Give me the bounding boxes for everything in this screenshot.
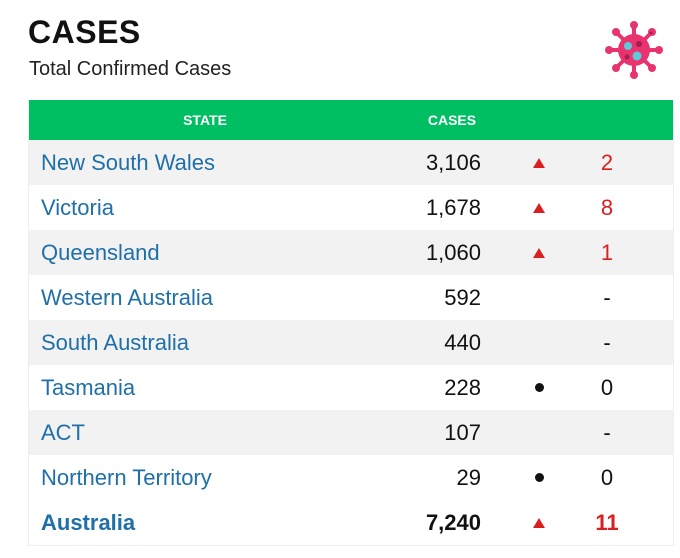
state-link[interactable]: Northern Territory — [41, 465, 212, 490]
change-value: 0 — [600, 375, 614, 400]
trend-indicator — [529, 320, 549, 365]
cases-value: 228 — [444, 375, 481, 400]
cases-value: 1,678 — [425, 195, 481, 220]
change-value: 1 — [600, 240, 614, 265]
table-row: Tasmania 228 0 — [29, 365, 673, 410]
cases-value: 1,060 — [425, 240, 481, 265]
trend-indicator — [529, 500, 549, 545]
trend-indicator — [529, 365, 549, 410]
table-row: Western Australia 592 - — [29, 275, 673, 320]
state-link[interactable]: ACT — [41, 420, 85, 445]
change-value: 0 — [600, 465, 614, 490]
state-link[interactable]: Victoria — [41, 195, 114, 220]
total-row: Australia 7,240 11 — [29, 500, 673, 545]
cases-value: 3,106 — [425, 150, 481, 175]
table-row: South Australia 440 - — [29, 320, 673, 365]
page-title: CASES — [28, 14, 141, 50]
cases-value: 29 — [456, 465, 481, 490]
column-header-state[interactable]: STATE — [183, 112, 227, 128]
change-value: - — [603, 285, 611, 310]
column-header-cases[interactable]: CASES — [427, 112, 477, 128]
state-link[interactable]: Western Australia — [41, 285, 214, 310]
increase-arrow-icon — [533, 202, 545, 213]
table-row: Queensland 1,060 1 — [29, 230, 673, 275]
cases-value: 440 — [444, 330, 481, 355]
table-row: Victoria 1,678 8 — [29, 185, 673, 230]
trend-indicator — [529, 185, 549, 230]
table-header: STATE CASES — [29, 100, 673, 140]
increase-arrow-icon — [533, 247, 545, 258]
increase-arrow-icon — [533, 157, 545, 168]
change-value: 11 — [595, 510, 619, 535]
change-value: - — [603, 420, 611, 445]
state-link[interactable]: Queensland — [41, 240, 160, 265]
page-subtitle: Total Confirmed Cases — [29, 58, 232, 80]
no-change-dot-icon — [534, 383, 544, 392]
no-change-dot-icon — [534, 473, 544, 482]
trend-indicator — [529, 275, 549, 320]
table-row: Northern Territory 29 0 — [29, 455, 673, 500]
state-link[interactable]: Tasmania — [41, 375, 136, 400]
state-link[interactable]: New South Wales — [41, 150, 216, 175]
trend-indicator — [529, 230, 549, 275]
cases-table: STATE CASES New South Wales 3,106 2 Vict… — [28, 100, 674, 546]
virus-icon — [605, 21, 663, 79]
change-value: - — [603, 330, 611, 355]
increase-arrow-icon — [533, 517, 545, 528]
cases-value: 107 — [444, 420, 481, 445]
trend-indicator — [529, 410, 549, 455]
trend-indicator — [529, 140, 549, 185]
page-header: CASES Total Confirmed Cases — [28, 14, 672, 94]
state-link[interactable]: Australia — [41, 510, 136, 535]
trend-indicator — [529, 455, 549, 500]
change-value: 8 — [600, 195, 614, 220]
change-value: 2 — [600, 150, 614, 175]
table-body: New South Wales 3,106 2 Victoria 1,678 8… — [29, 140, 673, 545]
table-row: ACT 107 - — [29, 410, 673, 455]
table-row: New South Wales 3,106 2 — [29, 140, 673, 185]
cases-value: 7,240 — [425, 510, 481, 535]
cases-value: 592 — [444, 285, 481, 310]
state-link[interactable]: South Australia — [41, 330, 189, 355]
